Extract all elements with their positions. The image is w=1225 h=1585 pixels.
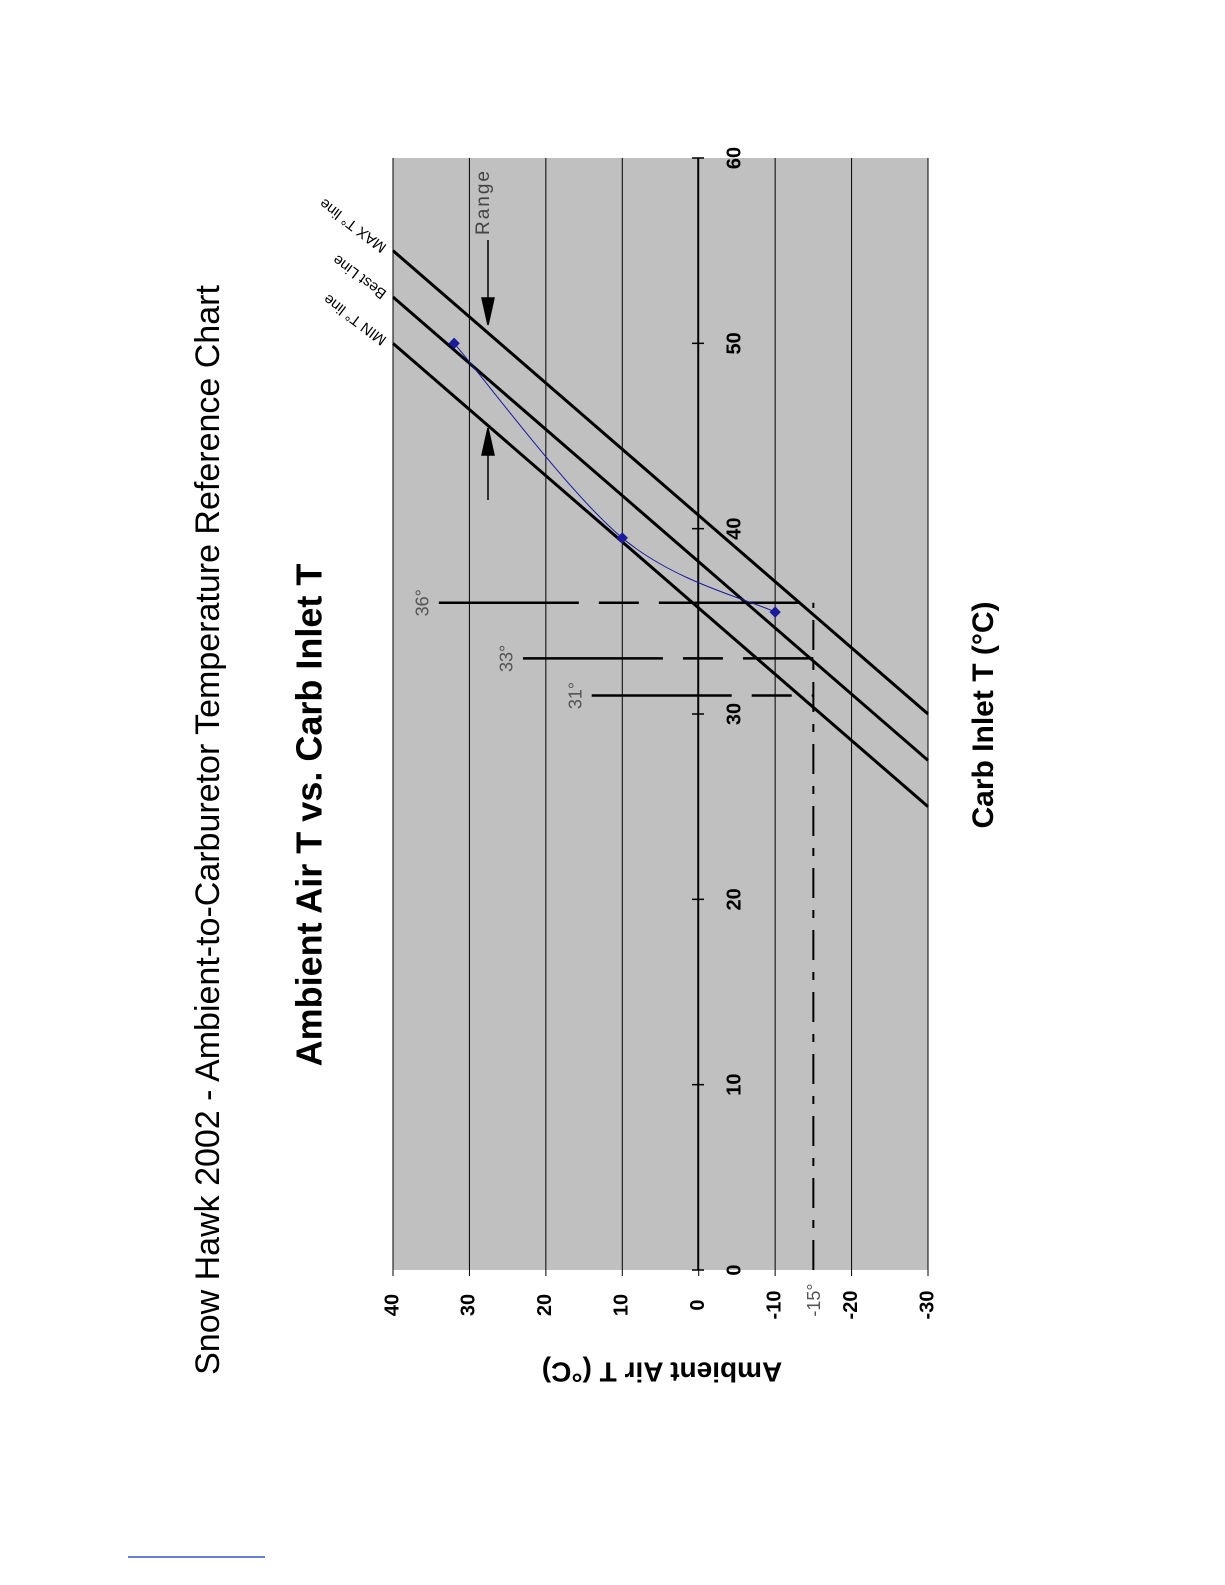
y-tick-label: -30: [916, 1291, 938, 1320]
y-tick-label: 30: [458, 1294, 480, 1316]
x-tick-label: 60: [723, 147, 745, 169]
x-tick-label: 20: [723, 888, 745, 910]
range-label: Range: [473, 169, 494, 235]
x-tick-label: 40: [723, 518, 745, 540]
ref-level-label: -15°: [804, 1283, 824, 1316]
series-line: [453, 343, 776, 613]
ref-line: [392, 295, 929, 762]
y-axis-label: Ambient Air T (°C): [542, 1357, 782, 1388]
plot-area: [393, 158, 928, 1270]
x-axis-label: Carb Inlet T (°C): [967, 602, 1000, 829]
data-point: [448, 337, 460, 349]
ref-line: [392, 342, 929, 808]
y-tick-label: 20: [534, 1294, 556, 1316]
guide-label: 33°: [497, 645, 517, 672]
x-tick-label: 0: [723, 1264, 745, 1275]
y-tick-label: -20: [840, 1291, 862, 1320]
data-point: [616, 532, 628, 544]
y-tick-label: 0: [687, 1299, 709, 1310]
x-tick-label: 30: [723, 703, 745, 725]
line-label: MAX T° line: [316, 195, 389, 256]
data-point: [769, 606, 781, 618]
chart-title: Ambient Air T vs. Carb Inlet T: [289, 564, 330, 1067]
line-label: Best Line: [330, 251, 390, 302]
range-arrows: [481, 240, 495, 500]
y-tick-label: -10: [763, 1291, 785, 1320]
guide-label: 31°: [565, 682, 585, 709]
page-header: Snow Hawk 2002 - Ambient-to-Carburetor T…: [189, 285, 227, 1375]
x-tick-label: 50: [723, 332, 745, 354]
guide-label: 36°: [413, 589, 433, 616]
ref-line: [392, 249, 929, 716]
y-tick-label: 10: [611, 1294, 633, 1316]
y-tick-label: 40: [381, 1294, 403, 1316]
x-tick-label: 10: [723, 1074, 745, 1096]
